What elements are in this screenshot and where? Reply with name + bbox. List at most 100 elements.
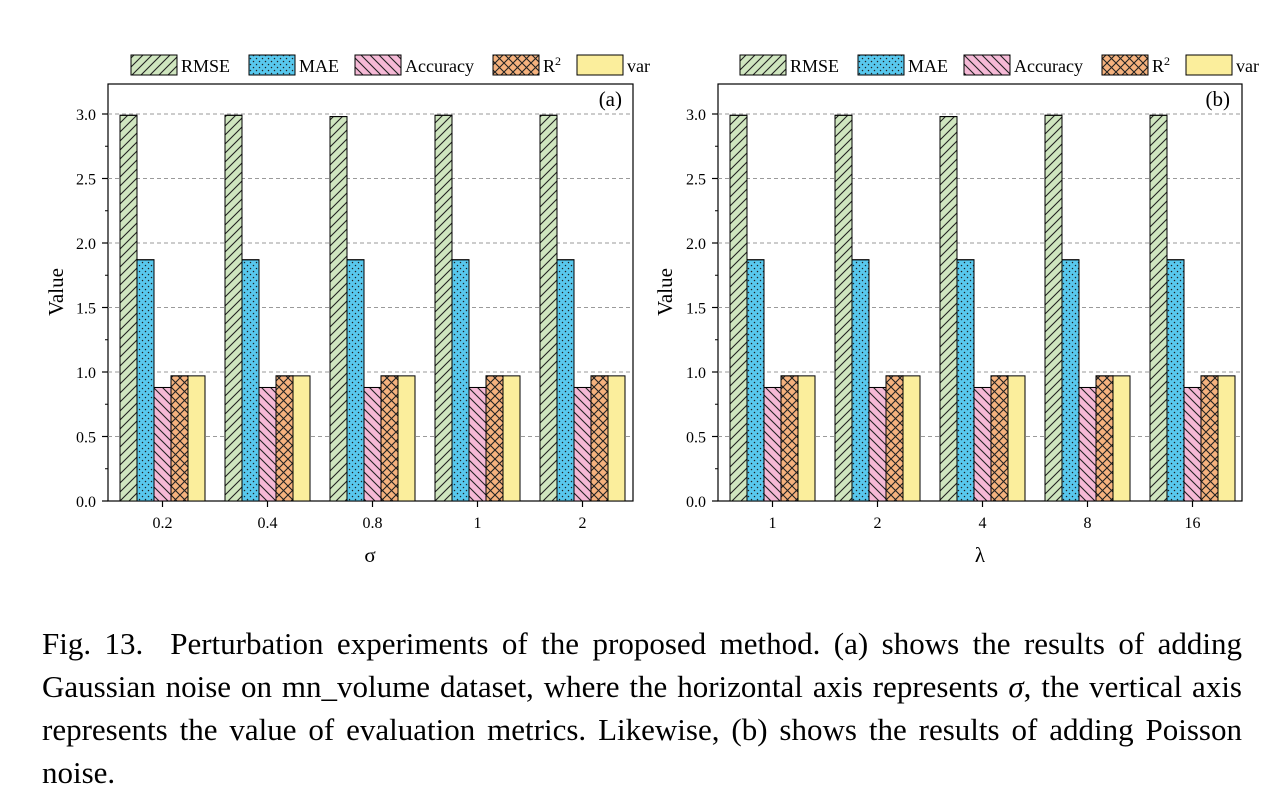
x-tick-label: 0.4 [258,515,278,532]
x-axis-title-a: σ [364,543,375,567]
bar-acc-pattern [153,386,172,502]
legend-label: Accuracy [405,56,474,76]
x-tick-label: 2 [874,515,882,532]
bar-acc-pattern [1078,386,1097,502]
bar-acc-pattern [763,386,782,502]
legend-swatch-pattern [492,54,540,76]
y-tick-label: 2.0 [686,236,706,253]
legend-item-acc: Accuracy [354,54,474,76]
caption-symbol: σ [1008,669,1024,704]
legend-item-rmse: RMSE [739,54,839,76]
bar-acc-pattern [363,386,382,502]
y-tick-label: 3.0 [76,107,96,124]
bar-rmse-pattern [119,114,138,502]
bar-r2-pattern [990,375,1009,502]
y-axis-title-b: Value [653,268,677,316]
legend-label: R2 [543,54,561,76]
bar-rmse-pattern [539,114,558,502]
bar-group-1 [729,114,816,502]
y-axis-title-a: Value [44,268,68,316]
legend-label: RMSE [181,56,230,76]
bar-var [902,375,921,502]
caption-text-2: , the vertical axis represents the value… [42,669,1242,790]
bar-var [1112,375,1131,502]
bar-group-8 [1044,114,1131,502]
x-axis-title-b: λ [975,543,986,567]
bar-var [397,375,416,502]
x-tick-label: 0.8 [363,515,383,532]
legend-item-rmse: RMSE [130,54,230,76]
legend-item-acc: Accuracy [963,54,1083,76]
caption-fig-label: Fig. 13. [42,626,144,661]
bar-group-4 [939,116,1026,502]
legend-item-mae: MAE [857,54,948,76]
legend-swatch-pattern [248,54,296,76]
bar-rmse-pattern [434,114,453,502]
legend-item-var: var [1185,54,1259,76]
legend-swatch-pattern [963,54,1011,76]
bar-mae-pattern [346,259,365,502]
y-axis-a: 0.0 0.5 1.0 1.5 2.0 2.5 3.0 [76,107,108,511]
y-tick-label: 2.5 [686,172,706,189]
y-tick-label: 2.5 [76,172,96,189]
bar-group-0.2 [119,114,206,502]
legend-label: MAE [908,56,948,76]
bar-acc-pattern [868,386,887,502]
bar-group-0.8 [329,116,416,502]
legend-label: RMSE [790,56,839,76]
bar-var [502,375,521,502]
bar-acc-pattern [573,386,592,502]
legend-swatch-pattern [130,54,178,76]
y-tick-label: 3.0 [686,107,706,124]
y-tick-label: 1.5 [76,301,96,318]
panel-a: RMSE MAE Accuracy R2 var 0.0 0.5 1.0 1.5 2.0 2.5 3… [44,54,650,567]
legend-label: var [1236,56,1259,76]
bar-rmse-pattern [834,114,853,502]
x-axis-a: 0.2 0.4 0.8 1 2 [153,501,587,532]
y-axis-b: 0.0 0.5 1.0 1.5 2.0 2.5 3.0 [686,107,718,511]
legend-swatch-pattern [739,54,787,76]
legend-item-r2: R2 [492,54,561,76]
bar-group-0.4 [224,114,311,502]
legend-item-var: var [576,54,650,76]
panel-b: RMSE MAE Accuracy R2 var 0.0 0.5 1.0 1.5 2.0 2.5 3… [653,54,1259,567]
bar-mae-pattern [1061,259,1080,502]
bar-var [1007,375,1026,502]
bar-r2-pattern [170,375,189,502]
bar-rmse-pattern [1149,114,1168,502]
legend-swatch-pattern [354,54,402,76]
bar-r2-pattern [1095,375,1114,502]
bar-acc-pattern [973,386,992,502]
bar-mae-pattern [556,259,575,502]
bar-var [292,375,311,502]
x-tick-label: 8 [1084,515,1092,532]
bar-rmse-pattern [939,116,958,502]
y-tick-label: 2.0 [76,236,96,253]
legend-label-sup: 2 [555,54,561,68]
panel-label-a: (a) [599,87,622,111]
x-tick-label: 1 [769,515,777,532]
legend-label: var [627,56,650,76]
x-axis-b: 1 2 4 8 16 [769,501,1201,532]
legend-item-r2: R2 [1101,54,1170,76]
bar-mae-pattern [451,259,470,502]
bar-acc-pattern [1183,386,1202,502]
legend-label-sup: 2 [1164,54,1170,68]
bar-var [1217,375,1236,502]
y-tick-label: 1.0 [686,365,706,382]
bar-rmse-pattern [329,116,348,502]
x-tick-label: 2 [579,515,587,532]
legend-item-mae: MAE [248,54,339,76]
bar-var [607,375,626,502]
legend-label: MAE [299,56,339,76]
bar-mae-pattern [851,259,870,502]
legend-b: RMSE MAE Accuracy R2 var [739,54,1259,76]
bar-rmse-pattern [224,114,243,502]
bar-var [187,375,206,502]
bar-group-2 [539,114,626,502]
bar-r2-pattern [380,375,399,502]
bar-acc-pattern [258,386,277,502]
legend-a: RMSE MAE Accuracy R2 var [130,54,650,76]
y-tick-label: 0.5 [76,430,96,447]
bar-group-1 [434,114,521,502]
